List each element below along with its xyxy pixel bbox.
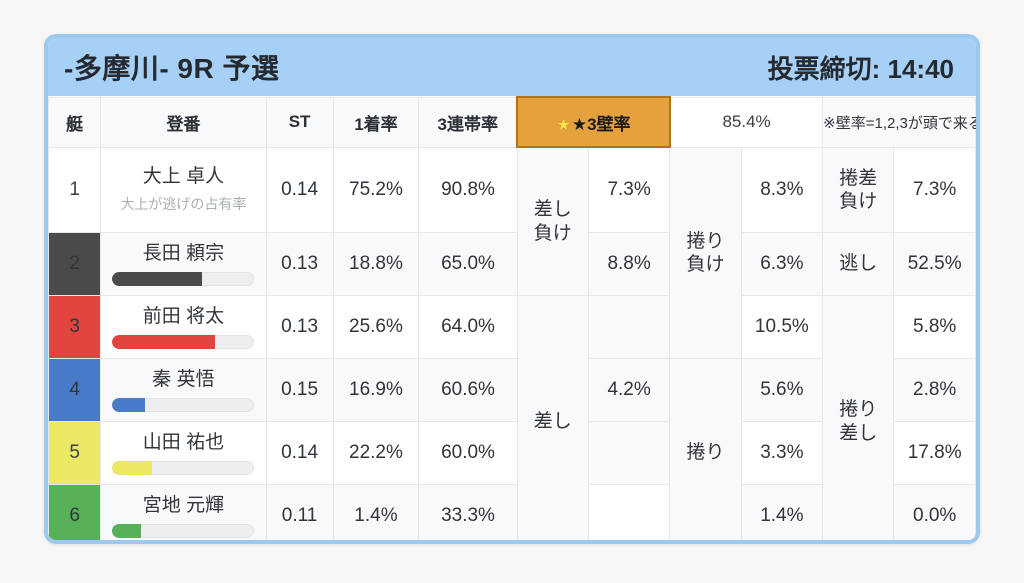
- makuri-value: 1.4%: [740, 484, 824, 540]
- lane-number: 6: [48, 484, 102, 540]
- label-makuri-make: 捲り 負け: [669, 146, 742, 359]
- occupancy-bar-fill: [112, 461, 153, 476]
- trio-rate-value: 64.0%: [418, 295, 518, 359]
- label-sashi-make: 差し 負け: [516, 146, 589, 296]
- occupancy-bar: [112, 461, 255, 476]
- racer-cell[interactable]: 大上 卓人 大上が逃げの占有率: [100, 146, 267, 233]
- racer-subtitle: 大上が逃げの占有率: [120, 196, 247, 213]
- star-icon: ★: [556, 116, 571, 134]
- win-rate-value: 1.4%: [332, 484, 420, 540]
- table-header-row: 艇 登番 ST 1着率 3連帯率 ★★3壁率 85.4% ※壁率=1,2,3が頭…: [48, 96, 976, 148]
- win-rate-value: 22.2%: [332, 421, 420, 485]
- label-makusashi-make: 捲差 負け: [822, 146, 895, 233]
- occupancy-bar: [112, 398, 255, 413]
- racer-name: 前田 将太: [142, 305, 225, 327]
- sashi-value: [587, 295, 671, 359]
- occupancy-bar-fill: [112, 272, 202, 287]
- racer-cell[interactable]: 宮地 元輝: [100, 484, 267, 540]
- racer-name: 大上 卓人: [142, 166, 225, 188]
- trio-rate-value: 60.6%: [418, 358, 518, 422]
- trio-rate-value: 60.0%: [418, 421, 518, 485]
- sashi-make-value: 8.8%: [587, 232, 671, 296]
- occupancy-bar: [112, 524, 255, 539]
- table-row: 3 前田 将太 0.13 25.6% 64.0% 差し 10.5% 捲り 差し 5…: [48, 295, 976, 540]
- occupancy-bar-fill: [112, 335, 215, 350]
- makurizashi-value: 5.8%: [893, 295, 976, 359]
- card-header: -多摩川- 9R 予選 投票締切: 14:40: [48, 38, 976, 96]
- table-row: 6 宮地 元輝 0.11 1.4% 33.3% 1.4% 0.0%: [48, 484, 976, 540]
- st-value: 0.14: [265, 146, 334, 233]
- betting-deadline: 投票締切: 14:40: [767, 53, 954, 84]
- trio-rate-value: 65.0%: [418, 232, 518, 296]
- occupancy-bar-fill: [112, 524, 141, 539]
- table-row: 1 大上 卓人 大上が逃げの占有率 0.14 75.2% 90.8% 差し 負け …: [48, 146, 976, 359]
- column-header-wall-rate[interactable]: ★★3壁率: [516, 96, 671, 148]
- makuri-value: 5.6%: [740, 358, 824, 422]
- label-sashi: 差し: [516, 295, 589, 540]
- page-title: -多摩川- 9R 予選: [64, 53, 280, 84]
- makurizashi-value: 17.8%: [893, 421, 976, 485]
- sashi-value: [587, 421, 671, 485]
- makuri-value: 3.3%: [740, 421, 824, 485]
- label-makuri: 捲り: [669, 358, 742, 540]
- makuri-make-value: 8.3%: [740, 146, 824, 233]
- st-value: 0.14: [265, 421, 334, 485]
- racer-name: 秦 英悟: [152, 368, 215, 390]
- lane-number: 3: [48, 295, 102, 359]
- lane-number: 4: [48, 358, 102, 422]
- wall-rate-note: ※壁率=1,2,3が頭で来る確率: [822, 96, 976, 148]
- win-rate-value: 25.6%: [332, 295, 420, 359]
- makuri-value: 10.5%: [740, 295, 824, 359]
- label-makurizashi: 捲り 差し: [822, 295, 895, 540]
- win-rate-value: 16.9%: [332, 358, 420, 422]
- win-rate-value: 18.8%: [332, 232, 420, 296]
- st-value: 0.13: [265, 295, 334, 359]
- race-card: -多摩川- 9R 予選 投票締切: 14:40 艇 登番 ST 1着率 3連帯率…: [44, 34, 980, 544]
- makurizashi-value: 2.8%: [893, 358, 976, 422]
- win-rate-value: 75.2%: [332, 146, 420, 233]
- occupancy-bar: [112, 335, 255, 350]
- sashi-value: [587, 484, 671, 540]
- sashi-make-value: 7.3%: [587, 146, 671, 233]
- table-row: 4 秦 英悟 0.15 16.9% 60.6% 4.2% 捲り 5.6% 2.8…: [48, 358, 976, 540]
- occupancy-bar: [112, 272, 255, 287]
- racer-name: 宮地 元輝: [142, 494, 225, 516]
- racer-name: 山田 祐也: [142, 431, 225, 453]
- racer-cell[interactable]: 前田 将太: [100, 295, 267, 359]
- sashi-value: 4.2%: [587, 358, 671, 422]
- label-nigashi: 逃し: [822, 232, 895, 296]
- lane-number: 1: [48, 146, 102, 233]
- makuri-make-value: 6.3%: [740, 232, 824, 296]
- makurizashi-value: 0.0%: [893, 484, 976, 540]
- trio-rate-value: 90.8%: [418, 146, 518, 233]
- occupancy-bar-fill: [112, 398, 146, 413]
- wall-rate-value: 85.4%: [669, 96, 824, 148]
- wall-rate-label: ★3壁率: [571, 114, 631, 134]
- column-header-win-rate: 1着率: [332, 96, 420, 148]
- race-stats-table: 艇 登番 ST 1着率 3連帯率 ★★3壁率 85.4% ※壁率=1,2,3が頭…: [48, 96, 976, 540]
- st-value: 0.11: [265, 484, 334, 540]
- lane-number: 5: [48, 421, 102, 485]
- column-header-trio-rate: 3連帯率: [418, 96, 518, 148]
- nigashi-value: 52.5%: [893, 232, 976, 296]
- column-header-lane: 艇: [48, 96, 102, 148]
- st-value: 0.15: [265, 358, 334, 422]
- table-row: 2 長田 頼宗 0.13 18.8% 65.0% 8.8% 6.3% 逃し 52…: [48, 232, 976, 296]
- racer-name: 長田 頼宗: [142, 242, 225, 264]
- racer-cell[interactable]: 長田 頼宗: [100, 232, 267, 296]
- makusashi-make-value: 7.3%: [893, 146, 976, 233]
- st-value: 0.13: [265, 232, 334, 296]
- table-row: 5 山田 祐也 0.14 22.2% 60.0% 3.3% 17.8%: [48, 421, 976, 485]
- column-header-st: ST: [265, 96, 334, 148]
- column-header-racer: 登番: [100, 96, 267, 148]
- lane-number: 2: [48, 232, 102, 296]
- trio-rate-value: 33.3%: [418, 484, 518, 540]
- racer-cell[interactable]: 山田 祐也: [100, 421, 267, 485]
- racer-cell[interactable]: 秦 英悟: [100, 358, 267, 422]
